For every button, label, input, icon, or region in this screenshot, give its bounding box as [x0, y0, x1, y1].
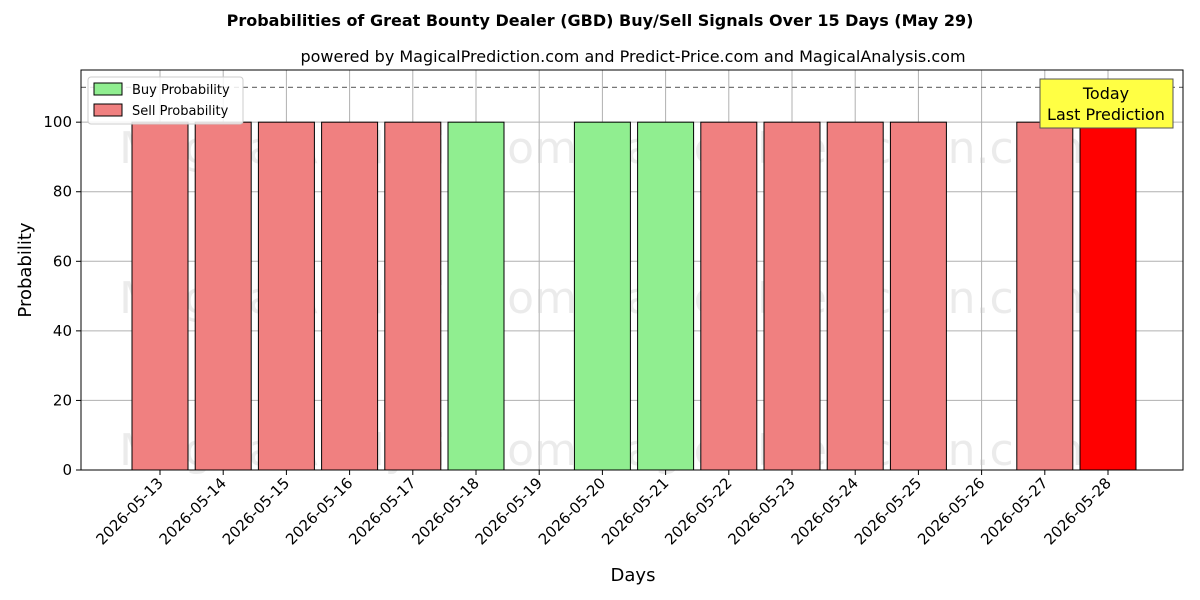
- bar-sell: [321, 121, 379, 471]
- x-ticks: 2026-05-132026-05-142026-05-152026-05-16…: [92, 470, 1115, 548]
- y-tick-label: 100: [43, 113, 72, 131]
- today-box: [1039, 78, 1174, 129]
- x-axis-label: Days: [611, 565, 656, 586]
- bars: [131, 121, 1137, 471]
- bar-sell: [1079, 121, 1137, 471]
- y-tick-label: 60: [53, 252, 72, 270]
- x-tick-label: 2026-05-19: [472, 474, 546, 548]
- bar-buy: [637, 121, 695, 471]
- x-tick-label: 2026-05-28: [1040, 474, 1114, 548]
- chart-title: Probabilities of Great Bounty Dealer (GB…: [227, 11, 974, 30]
- bar-sell: [384, 121, 442, 471]
- x-tick-label: 2026-05-27: [977, 474, 1051, 548]
- legend-label-sell: Sell Probability: [132, 104, 229, 119]
- bar-sell: [257, 121, 315, 471]
- x-tick-label: 2026-05-22: [661, 474, 735, 548]
- x-tick-label: 2026-05-14: [156, 474, 230, 548]
- x-tick-label: 2026-05-13: [92, 474, 166, 548]
- y-axis-label: Probability: [15, 222, 36, 317]
- legend-swatch-buy: [93, 82, 123, 96]
- x-tick-label: 2026-05-23: [724, 474, 798, 548]
- bar-buy: [447, 121, 505, 471]
- plot-frame: [80, 69, 1184, 471]
- legend-swatch-sell: [93, 103, 123, 117]
- bar-sell: [1016, 121, 1074, 471]
- legend: Buy Probability Sell Probability: [87, 76, 244, 125]
- x-tick-label: 2026-05-17: [345, 474, 419, 548]
- y-tick-label: 20: [53, 391, 72, 409]
- y-tick-label: 40: [53, 322, 72, 340]
- legend-box: [87, 76, 244, 125]
- bar-sell: [194, 121, 252, 471]
- today-label: Today: [1082, 84, 1129, 103]
- x-tick-label: 2026-05-20: [535, 474, 609, 548]
- x-tick-label: 2026-05-26: [914, 474, 988, 548]
- x-tick-label: 2026-05-15: [219, 474, 293, 548]
- legend-label-buy: Buy Probability: [132, 83, 230, 98]
- x-tick-label: 2026-05-21: [598, 474, 672, 548]
- y-tick-label: 0: [62, 461, 72, 479]
- bar-sell: [763, 121, 821, 471]
- bar-sell: [131, 121, 189, 471]
- last-prediction-label: Last Prediction: [1047, 105, 1165, 124]
- x-tick-label: 2026-05-24: [788, 474, 862, 548]
- chart-subtitle: powered by MagicalPrediction.com and Pre…: [300, 47, 965, 66]
- bar-sell: [700, 121, 758, 471]
- x-tick-label: 2026-05-16: [282, 474, 356, 548]
- x-tick-label: 2026-05-25: [851, 474, 925, 548]
- bar-buy: [573, 121, 631, 471]
- bar-sell: [826, 121, 884, 471]
- y-tick-label: 80: [53, 183, 72, 201]
- bar-sell: [889, 121, 947, 471]
- y-ticks: 0 20 40 60 80 100: [43, 113, 81, 479]
- today-annotation: Today Last Prediction: [1039, 78, 1174, 129]
- x-tick-label: 2026-05-18: [408, 474, 482, 548]
